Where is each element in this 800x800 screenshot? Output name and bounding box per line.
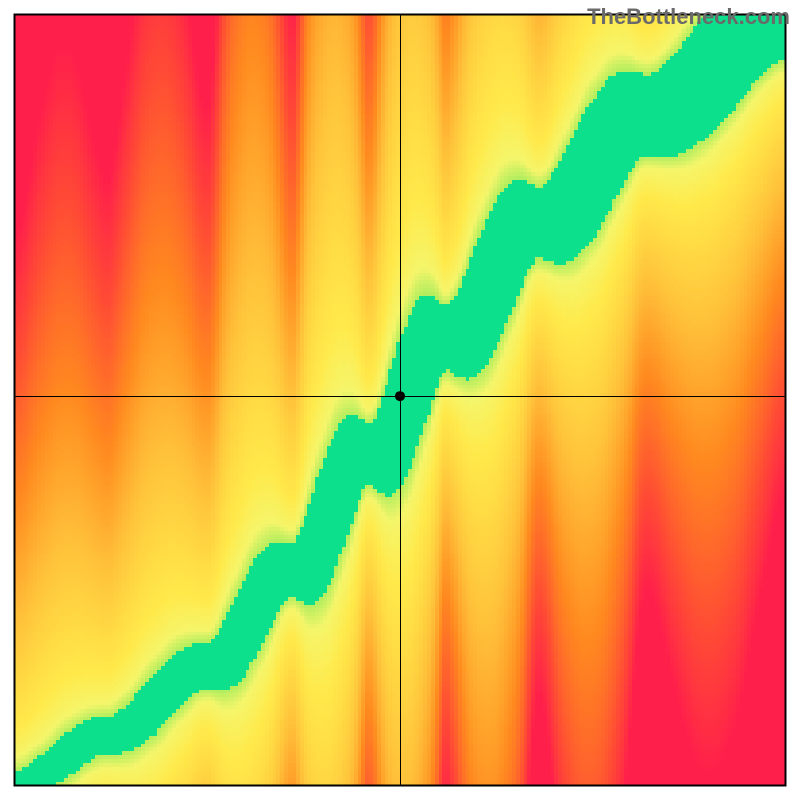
- bottleneck-heatmap: [0, 0, 800, 800]
- plot-container: TheBottleneck.com: [0, 0, 800, 800]
